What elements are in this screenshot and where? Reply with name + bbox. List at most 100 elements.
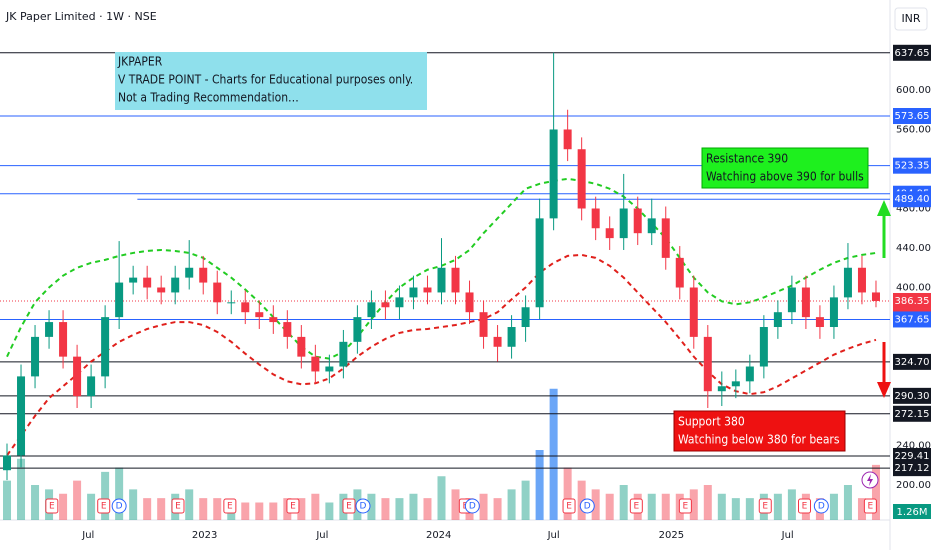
- bear-arrow: [877, 342, 891, 398]
- y-tick-label: 200.00: [896, 480, 931, 491]
- candle-body: [787, 287, 796, 313]
- y-tick-label: 240.00: [896, 441, 931, 452]
- level-label: 386.35: [895, 296, 930, 307]
- volume-bar: [423, 498, 432, 520]
- y-tick-label: 480.00: [896, 203, 931, 214]
- support-box: [673, 410, 846, 452]
- candle-body: [507, 327, 516, 347]
- candle-body: [101, 317, 110, 377]
- candle-body: [423, 287, 432, 293]
- volume-bar: [297, 498, 306, 520]
- x-tick-label: 2024: [426, 530, 451, 541]
- event-marker: [45, 498, 59, 514]
- candle-body: [171, 277, 180, 293]
- volume-bar: [185, 489, 194, 520]
- candle-body: [549, 129, 558, 219]
- candle-body: [801, 287, 810, 318]
- candle-body: [745, 366, 754, 382]
- event-label: E: [49, 502, 55, 512]
- volume-bar: [507, 489, 516, 520]
- candle-body: [535, 218, 544, 308]
- level-label: 272.15: [895, 409, 930, 420]
- event-label: E: [762, 502, 768, 512]
- event-marker: [798, 498, 812, 514]
- volume-bar: [689, 489, 698, 520]
- event-marker: [629, 498, 643, 514]
- resistance-box: [701, 147, 869, 189]
- level-label: 217.12: [895, 463, 930, 474]
- event-label: E: [175, 502, 181, 512]
- volume-bar: [535, 450, 544, 520]
- event-label: E: [346, 502, 352, 512]
- volume-bar: [857, 498, 866, 520]
- level-label: 367.65: [895, 314, 930, 325]
- level-label-box: [893, 405, 931, 422]
- event-marker: [286, 498, 300, 514]
- candle-body: [451, 267, 460, 293]
- event-label: E: [633, 502, 639, 512]
- y-tick-label: 440.00: [896, 243, 931, 254]
- event-marker: [579, 498, 595, 514]
- level-label: 229.41: [895, 451, 930, 462]
- volume-bar: [661, 493, 670, 520]
- level-label-box: [893, 387, 931, 404]
- event-label: E: [683, 502, 689, 512]
- event-marker: [562, 498, 576, 514]
- volume-bar: [157, 498, 166, 520]
- event-marker: [97, 498, 111, 514]
- volume-bar: [591, 489, 600, 520]
- candle-body: [283, 322, 292, 337]
- volume-bar: [395, 498, 404, 520]
- level-label-box: [893, 191, 931, 208]
- event-label: E: [566, 502, 572, 512]
- candle-body: [647, 218, 656, 234]
- volume-bar: [213, 498, 222, 520]
- candle-body: [521, 307, 530, 328]
- level-label-box: [893, 108, 931, 124]
- candle-body: [395, 297, 404, 308]
- volume-bar: [717, 493, 726, 520]
- volume-bar: [143, 498, 152, 520]
- y-tick-label: 560.00: [896, 124, 931, 135]
- resistance-text: Watching above 390 for bulls: [706, 170, 864, 184]
- volume-bar: [731, 498, 740, 520]
- note-text: Not a Trading Recommendation…: [118, 91, 299, 105]
- level-label: 489.40: [895, 194, 930, 205]
- candle-body: [367, 302, 376, 318]
- level-label-box: [893, 157, 931, 174]
- candle-body: [493, 336, 502, 347]
- volume-bar: [871, 464, 880, 520]
- axes: 600.00 560.00 480.00 440.00 400.00 240.00 200.…: [81, 44, 931, 541]
- x-tick-label: 2025: [659, 530, 684, 541]
- candle-body: [353, 317, 362, 342]
- level-label: 290.30: [895, 391, 930, 402]
- volume-bar: [745, 498, 754, 520]
- candle-body: [199, 267, 208, 283]
- x-tick-label: Jul: [781, 530, 794, 541]
- candle-body: [689, 287, 698, 337]
- candle-body: [311, 356, 320, 372]
- candle-body: [381, 302, 390, 308]
- volume-bar: [619, 485, 628, 520]
- volume-bar: [829, 493, 838, 520]
- support-text: Watching below 380 for bears: [678, 433, 840, 447]
- candle-body: [773, 312, 782, 328]
- volume-bar: [479, 493, 488, 520]
- volume-bar: [451, 489, 460, 520]
- x-tick-label: Jul: [315, 530, 328, 541]
- level-label: 637.65: [895, 48, 930, 59]
- event-marker: [863, 498, 877, 514]
- candle-body: [87, 376, 96, 397]
- candle-body: [591, 208, 600, 229]
- candle-body: [297, 336, 306, 357]
- candle-body: [437, 267, 446, 293]
- candle-body: [143, 277, 152, 288]
- level-label: 573.65: [895, 111, 930, 122]
- volume-bar: [241, 502, 250, 520]
- event-marker: [342, 498, 356, 514]
- candle-body: [115, 282, 124, 318]
- volume-bar: [87, 493, 96, 520]
- candle-body: [605, 228, 614, 239]
- volume-bar: [17, 458, 26, 520]
